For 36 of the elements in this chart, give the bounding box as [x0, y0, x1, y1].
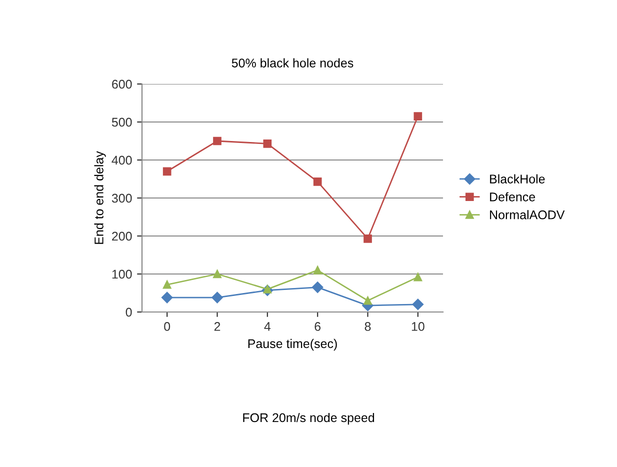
y-tick-label: 300 — [112, 194, 132, 203]
point — [313, 177, 322, 186]
point — [263, 285, 272, 294]
x-tick-label: 2 — [214, 322, 220, 331]
y-tick-label: 400 — [112, 156, 132, 165]
x-tick-label: 0 — [164, 322, 170, 331]
y-tick-label: 0 — [126, 308, 132, 317]
x-tick-label: 6 — [314, 322, 321, 331]
y-tick-label: 600 — [112, 80, 132, 89]
point — [263, 139, 272, 148]
y-tick-label: 100 — [112, 270, 132, 279]
point — [364, 296, 372, 305]
point — [412, 298, 424, 310]
x-axis-title: Pause time(sec) — [248, 338, 337, 351]
x-tick-label: 10 — [412, 322, 424, 331]
point — [161, 292, 173, 304]
legend-label: NormalAODV — [490, 210, 565, 220]
point — [162, 167, 172, 176]
x-tick-label: 8 — [364, 322, 371, 331]
point — [364, 234, 372, 243]
point — [313, 266, 322, 274]
point — [414, 272, 422, 282]
chart-title: 50% black hole nodes — [232, 58, 354, 68]
y-tick-label: 500 — [112, 118, 132, 127]
y-tick-label: 200 — [112, 232, 132, 241]
y-axis-title: End to end delay — [94, 151, 106, 244]
point — [213, 136, 222, 146]
text: FOR 20m/s node speed — [243, 412, 374, 425]
point — [312, 282, 324, 293]
x-tick-label: 4 — [264, 322, 271, 331]
point — [162, 280, 172, 289]
legend-label: Defence — [490, 192, 536, 202]
point — [213, 270, 222, 278]
legend-label: BlackHole — [490, 174, 545, 184]
point — [414, 112, 422, 120]
point — [212, 292, 223, 304]
